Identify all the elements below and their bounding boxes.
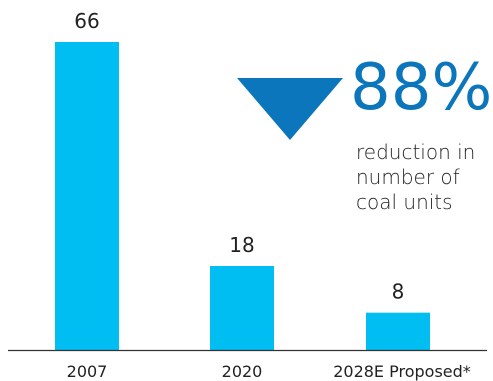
- x-tick-label-0: 2007: [67, 362, 108, 381]
- value-label-2020: 18: [229, 233, 254, 257]
- bar-2020: [210, 266, 274, 350]
- bar-2028E Proposed*: [366, 312, 430, 350]
- x-tick-label-2: 2028E Proposed*: [333, 362, 471, 381]
- value-label-2028E Proposed*: 8: [392, 280, 405, 304]
- value-label-2007: 66: [74, 9, 99, 33]
- x-tick-label-1: 2020: [222, 362, 263, 381]
- value-labels-group: 66 18 8: [74, 9, 404, 304]
- reduction-percent: 88%: [350, 51, 493, 125]
- bar-2007: [55, 42, 119, 350]
- down-triangle-icon: [237, 78, 343, 140]
- bars-group: [55, 42, 430, 350]
- x-tick-labels-group: 2007 2020 2028E Proposed*: [67, 362, 471, 381]
- reduction-caption: reduction in number of coal units: [356, 140, 476, 214]
